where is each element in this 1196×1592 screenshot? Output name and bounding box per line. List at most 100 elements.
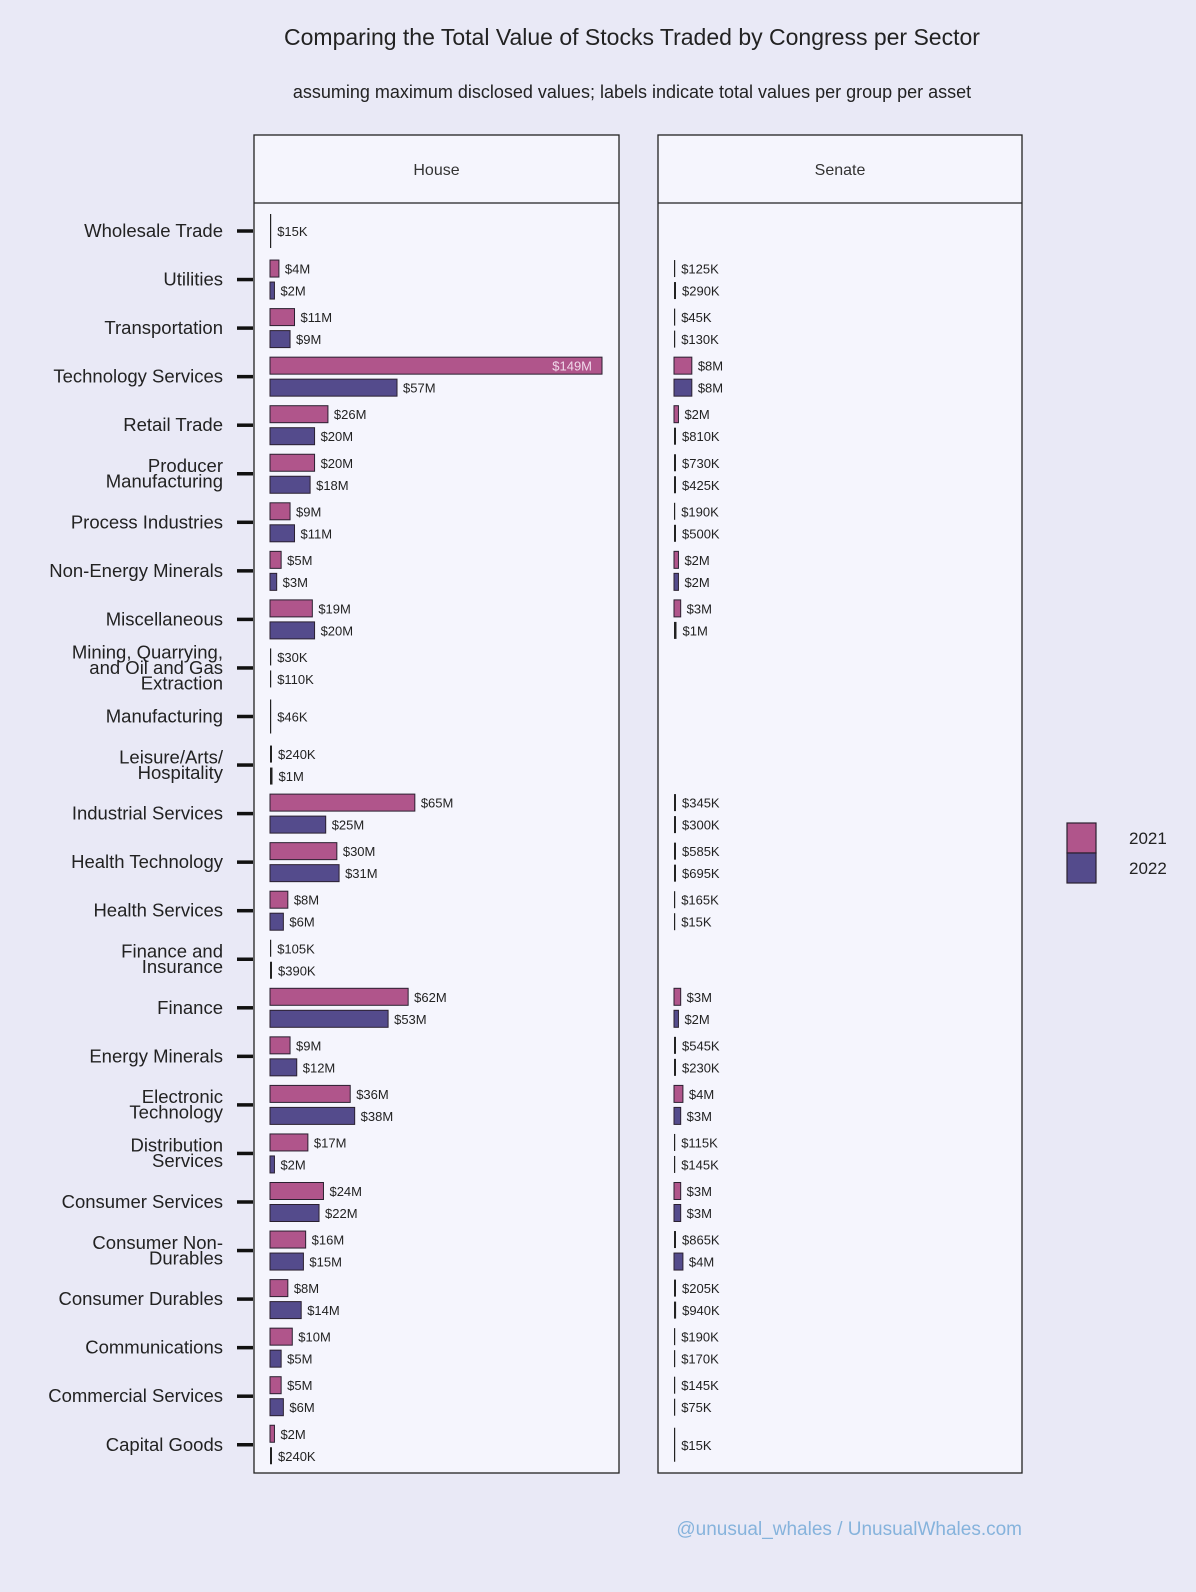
data-label: $190K	[681, 504, 719, 519]
data-label: $30M	[343, 844, 376, 859]
data-label: $16M	[312, 1233, 345, 1248]
data-label: $4M	[689, 1087, 714, 1102]
category-label: Consumer Services	[62, 1191, 223, 1212]
data-label: $730K	[682, 456, 720, 471]
bar-senate-2021	[674, 1328, 676, 1346]
data-label: $20M	[321, 429, 354, 444]
bar-senate-2021	[674, 1231, 676, 1249]
data-label: $865K	[682, 1233, 720, 1248]
data-label: $2M	[280, 1157, 305, 1172]
data-label: $12M	[303, 1060, 336, 1075]
bar-house-2021	[270, 699, 272, 734]
data-label: $2M	[684, 575, 709, 590]
legend: 2021 2022	[1066, 822, 1167, 884]
data-label: $17M	[314, 1135, 347, 1150]
data-label: $145K	[681, 1378, 719, 1393]
category-label: Producer Manufacturing	[106, 455, 223, 492]
category-label: Consumer Durables	[58, 1288, 223, 1309]
category-label-line: Manufacturing	[106, 471, 223, 492]
footer-credit[interactable]: @unusual_whales / UnusualWhales.com	[676, 1519, 1022, 1540]
data-label: $9M	[296, 1038, 321, 1053]
legend-label: 2021	[1129, 829, 1167, 848]
data-label: $110K	[277, 672, 314, 687]
bar-senate-2021	[673, 405, 679, 424]
category-label-line: Communications	[85, 1337, 223, 1358]
legend-label: 2022	[1129, 859, 1167, 878]
data-label: $18M	[316, 478, 349, 493]
data-label: $6M	[289, 1400, 314, 1415]
category-label-line: Consumer Services	[62, 1191, 223, 1212]
data-label: $115K	[681, 1135, 718, 1150]
data-label: $46K	[277, 710, 308, 725]
data-label: $36M	[356, 1087, 389, 1102]
category-label-line: Health Services	[93, 900, 223, 921]
category-label: Distribution Services	[130, 1135, 223, 1172]
data-label: $145K	[681, 1157, 719, 1172]
data-label: $2M	[280, 1427, 305, 1442]
bar-senate-2021	[674, 794, 676, 812]
category-label-line: Services	[152, 1150, 223, 1171]
data-label: $3M	[687, 990, 712, 1005]
category-label: Electronic Technology	[129, 1086, 223, 1123]
data-label: $15K	[681, 915, 712, 930]
bar-house-2021	[270, 939, 272, 957]
bar-senate-2021	[673, 599, 682, 618]
bar-senate-2021	[674, 1133, 676, 1151]
category-label: Manufacturing	[106, 706, 223, 727]
category-label-line: Technology Services	[53, 366, 223, 387]
category-label-line: Energy Minerals	[89, 1045, 223, 1066]
bar-house-2021	[269, 1133, 309, 1152]
data-label: $8M	[294, 1281, 319, 1296]
bar-house-2022	[269, 378, 398, 397]
bar-house-2021	[269, 1230, 307, 1249]
data-label: $25M	[332, 818, 365, 833]
bar-senate-2022	[674, 330, 676, 348]
bar-house-2021	[269, 502, 291, 521]
data-label: $545K	[682, 1038, 720, 1053]
data-label: $105K	[277, 941, 315, 956]
bar-house-2022	[269, 475, 311, 494]
bar-senate-2022	[674, 864, 676, 882]
bar-senate-2021	[674, 260, 676, 278]
bar-house-2022	[270, 1447, 272, 1465]
bar-house-2022	[269, 1301, 302, 1320]
bar-senate-2021	[674, 502, 676, 520]
bar-senate-2022	[674, 524, 676, 542]
bar-senate-2021	[673, 356, 693, 375]
bar-senate-2022	[673, 378, 693, 397]
data-label: $3M	[687, 1184, 712, 1199]
legend-swatch-2021	[1066, 822, 1097, 854]
panel-strip-label: Senate	[815, 162, 866, 179]
bar-house-2021	[269, 1036, 291, 1055]
bar-senate-2022	[674, 427, 676, 445]
legend-swatch-2022	[1066, 852, 1097, 884]
data-label: $15K	[277, 224, 308, 239]
bar-house-2022	[269, 1009, 389, 1028]
category-label: Utilities	[163, 269, 223, 290]
bar-house-2022	[269, 427, 316, 446]
category-label: Retail Trade	[123, 414, 223, 435]
category-label-line: Durables	[149, 1247, 223, 1268]
bar-senate-2022	[673, 1106, 682, 1125]
bar-senate-2022	[674, 621, 677, 639]
bar-house-2022	[270, 961, 272, 979]
bar-senate-2021	[674, 454, 676, 472]
data-label: $300K	[682, 818, 720, 833]
category-label: Finance	[157, 997, 223, 1018]
category-label: Industrial Services	[72, 803, 223, 824]
data-label: $20M	[321, 456, 354, 471]
data-label: $5M	[287, 1378, 312, 1393]
category-label: Capital Goods	[106, 1434, 223, 1455]
category-label: Commercial Services	[48, 1385, 223, 1406]
bar-senate-2021	[673, 1084, 684, 1103]
bar-senate-2021	[674, 1279, 676, 1297]
bar-house-2021	[269, 842, 338, 861]
data-label: $15M	[309, 1255, 342, 1270]
bar-house-2021	[269, 356, 603, 375]
data-label: $345K	[682, 796, 720, 811]
bar-senate-2022	[674, 816, 676, 834]
bar-senate-2022	[674, 476, 676, 494]
bar-house-2021	[270, 648, 272, 666]
bar-house-2022	[269, 330, 291, 349]
